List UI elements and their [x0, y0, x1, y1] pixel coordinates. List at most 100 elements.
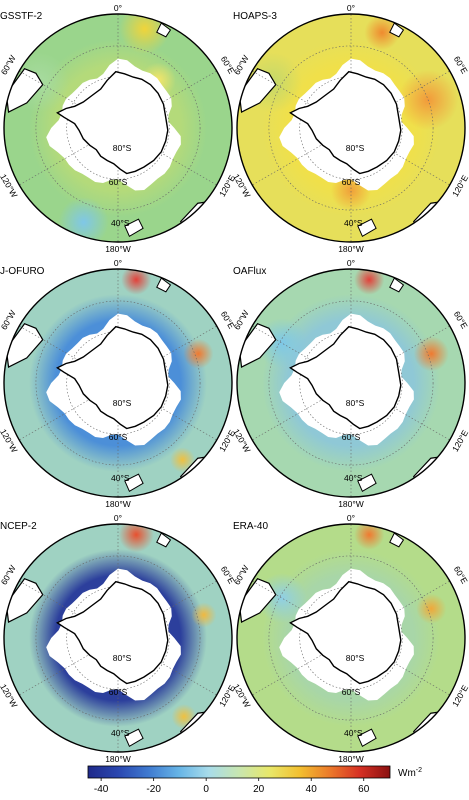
map-panel-jofuro: J-OFURO0°180°W60°E120°E120°W60°W60°S80°S…	[0, 258, 237, 509]
lat-label-40s: 40°S	[344, 218, 363, 228]
flux-anomaly	[169, 447, 196, 473]
latitude-circle	[35, 555, 201, 721]
lat-label-40s: 40°S	[344, 473, 363, 483]
colorbar-tick-label: -40	[94, 784, 109, 795]
lat-label-60s: 60°S	[342, 687, 361, 697]
lon-label-180w: 180°W	[105, 754, 131, 764]
lon-label-180w: 180°W	[105, 244, 131, 254]
flux-anomaly	[398, 69, 459, 131]
antarctica-outline	[56, 580, 169, 685]
lat-label-40s: 40°S	[111, 473, 130, 483]
latitude-circle	[268, 300, 434, 466]
map-border	[236, 268, 466, 498]
lat-label-80s: 80°S	[113, 398, 132, 408]
antarctica-outline	[289, 325, 402, 430]
africa-land	[389, 22, 405, 38]
latitude-circle	[35, 45, 201, 211]
lon-label-0: 0°	[114, 258, 122, 268]
latitude-circle	[268, 555, 434, 721]
panel-title: ERA-40	[233, 521, 268, 532]
latitude-circle	[268, 45, 434, 211]
latitude-circle	[66, 586, 170, 690]
antarctica-outline	[289, 580, 402, 685]
south-america-land	[238, 67, 277, 113]
map-border	[236, 523, 466, 753]
flux-anomaly	[413, 336, 449, 372]
colorbar-tick-label: 0	[203, 784, 209, 795]
antarctica-outline	[56, 70, 169, 175]
new-zealand-land	[124, 728, 144, 748]
map-panel-hoaps: HOAPS-30°180°W60°E120°E120°W60°W60°S80°S…	[231, 3, 469, 254]
lat-label-60s: 60°S	[342, 177, 361, 187]
colorbar-tick-label: 40	[306, 784, 318, 795]
map-border	[3, 268, 233, 498]
lon-label-60w: 60°W	[0, 308, 18, 331]
panel-title: GSSTF-2	[0, 11, 43, 22]
lon-label-180w: 180°W	[338, 499, 364, 509]
lon-label-60e: 60°E	[452, 309, 469, 330]
lon-label-0: 0°	[114, 513, 122, 523]
africa-land	[389, 532, 405, 548]
colorbar-gradient	[87, 765, 391, 779]
lat-label-80s: 80°S	[346, 398, 365, 408]
map-panel-oaflux: OAFlux0°180°W60°E120°E120°W60°W60°S80°S4…	[231, 258, 469, 509]
lon-label-60e: 60°E	[452, 54, 469, 75]
latitude-circle	[299, 586, 403, 690]
map-panel-era: ERA-400°180°W60°E120°E120°W60°W60°S80°S4…	[231, 513, 469, 764]
lon-label-180w: 180°W	[338, 244, 364, 254]
lat-label-40s: 40°S	[111, 728, 130, 738]
colorbar-tick-label: 60	[358, 784, 370, 795]
panel-title: NCEP-2	[0, 521, 37, 532]
lat-label-80s: 80°S	[346, 653, 365, 663]
lon-label-60w: 60°W	[232, 563, 251, 586]
lon-label-0: 0°	[347, 3, 355, 13]
lon-label-0: 0°	[114, 3, 122, 13]
lon-label-60w: 60°W	[0, 563, 18, 586]
colorbar-unit: Wm-2	[398, 767, 422, 779]
lon-label-180w: 180°W	[338, 754, 364, 764]
antarctica-outline	[56, 325, 169, 430]
africa-land	[389, 277, 405, 293]
colorbar-tick-label: 20	[253, 784, 265, 795]
flux-anomaly	[118, 524, 154, 553]
map-border	[3, 13, 233, 243]
lon-label-60w: 60°W	[0, 53, 18, 76]
panel-title: J-OFURO	[0, 266, 45, 277]
africa-land	[156, 532, 172, 548]
panel-title: HOAPS-3	[233, 11, 277, 22]
latitude-circle	[299, 331, 403, 435]
latitude-circle	[66, 331, 170, 435]
south-america-land	[238, 322, 277, 368]
lon-label-0: 0°	[347, 258, 355, 268]
map-border	[236, 13, 466, 243]
latitude-circle	[66, 76, 170, 180]
lon-label-60e: 60°E	[452, 564, 469, 585]
south-america-land	[5, 322, 44, 368]
africa-land	[156, 22, 172, 38]
map-panel-gssstf: GSSTF-20°180°W60°E120°E120°W60°W60°S80°S…	[0, 3, 237, 254]
lon-label-60w: 60°W	[232, 53, 251, 76]
south-america-land	[5, 67, 44, 113]
new-zealand-land	[124, 473, 144, 493]
south-america-land	[5, 577, 44, 623]
lat-label-80s: 80°S	[113, 653, 132, 663]
lat-label-80s: 80°S	[113, 143, 132, 153]
colorbar: -40 -20 0 20 40 60 Wm-2	[87, 765, 422, 795]
flux-anomaly	[58, 197, 109, 242]
new-zealand-land	[124, 218, 144, 238]
latitude-circle	[35, 300, 201, 466]
lat-label-40s: 40°S	[344, 728, 363, 738]
lat-label-40s: 40°S	[111, 218, 130, 228]
new-zealand-land	[357, 218, 377, 238]
lat-label-60s: 60°S	[109, 177, 128, 187]
lon-label-180w: 180°W	[105, 499, 131, 509]
new-zealand-land	[357, 728, 377, 748]
south-america-land	[238, 577, 277, 623]
lat-label-60s: 60°S	[109, 687, 128, 697]
lat-label-60s: 60°S	[342, 432, 361, 442]
flux-anomaly	[364, 15, 400, 51]
flux-anomaly	[171, 704, 197, 730]
new-zealand-land	[357, 473, 377, 493]
latitude-circle	[299, 76, 403, 180]
